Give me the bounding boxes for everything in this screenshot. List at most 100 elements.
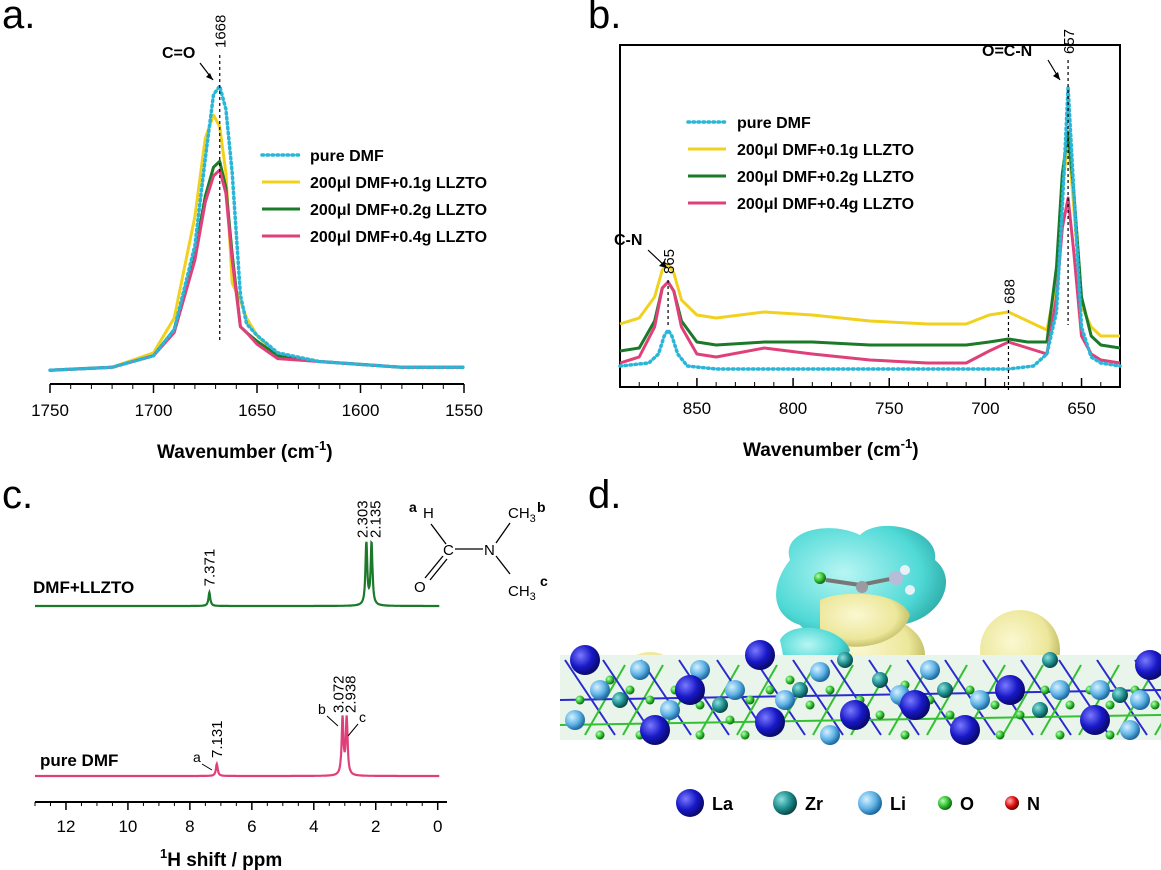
bond-h-c bbox=[430, 523, 447, 545]
legend-atom-n bbox=[1005, 796, 1019, 810]
atom-o bbox=[900, 730, 910, 740]
tag-arrow bbox=[326, 715, 339, 727]
atom-zr bbox=[937, 682, 953, 698]
atom-o bbox=[740, 730, 750, 740]
x-tick-label: 650 bbox=[1067, 399, 1095, 418]
x-tick-label: 10 bbox=[118, 817, 137, 836]
panel-a-xlabel: Wavenumber (cm-1) bbox=[157, 438, 333, 463]
annotation-c-n: C-N bbox=[614, 232, 642, 249]
atom-la bbox=[1080, 705, 1110, 735]
slab-bond bbox=[812, 664, 854, 736]
tag-arrow bbox=[347, 723, 359, 737]
atom-o bbox=[1040, 685, 1050, 695]
atom-li bbox=[565, 710, 585, 730]
legend-label: N bbox=[1027, 794, 1040, 814]
atom-o bbox=[965, 685, 975, 695]
peak-shift-label: 3.072 bbox=[331, 675, 348, 713]
peak-tag-c: c bbox=[359, 709, 366, 725]
molecule-atom bbox=[905, 585, 915, 595]
spectrum-name-pure-dmf: pure DMF bbox=[40, 751, 118, 770]
atom-o bbox=[645, 695, 655, 705]
x-tick-label: 6 bbox=[247, 817, 256, 836]
atom-li bbox=[920, 660, 940, 680]
atom-o bbox=[1055, 730, 1065, 740]
series-line bbox=[49, 159, 464, 372]
series-line bbox=[618, 85, 1122, 371]
annotation-arrowhead bbox=[659, 261, 667, 268]
slab-atoms bbox=[565, 640, 1161, 745]
atom-o bbox=[695, 730, 705, 740]
annotation-arrowhead bbox=[1053, 72, 1060, 80]
atom-o bbox=[875, 710, 885, 720]
atom-o bbox=[1105, 730, 1115, 740]
bond-c-o-2 bbox=[429, 558, 448, 581]
atom-la bbox=[1135, 650, 1161, 680]
atom-li bbox=[725, 680, 745, 700]
atom-la bbox=[755, 707, 785, 737]
x-tick-label: 750 bbox=[875, 399, 903, 418]
panel-c-xlabel: 1H shift / ppm bbox=[160, 846, 282, 870]
spectrum-name-dmf-llzto: DMF+LLZTO bbox=[33, 578, 134, 597]
atom-o bbox=[1150, 700, 1160, 710]
molecule-bond bbox=[825, 578, 861, 587]
atom-li bbox=[1050, 680, 1070, 700]
peak-label: 865 bbox=[661, 249, 678, 274]
panel-b-frame bbox=[619, 44, 1121, 388]
panel-b-legend: pure DMF 200μl DMF+0.1g LLZTO 200μl DMF+0.… bbox=[686, 115, 914, 213]
atom-li bbox=[630, 660, 650, 680]
legend-label: 200μl DMF+0.1g LLZTO bbox=[737, 142, 914, 159]
x-tick-label: 2 bbox=[371, 817, 380, 836]
legend-label: La bbox=[712, 794, 734, 814]
slab-bond bbox=[792, 659, 844, 736]
series-line bbox=[619, 130, 1121, 353]
legend-atom-zr bbox=[773, 791, 797, 815]
panel-b-xlabel: Wavenumber (cm-1) bbox=[743, 436, 919, 461]
atom-C: C bbox=[443, 542, 454, 559]
x-tick-label: 12 bbox=[57, 817, 76, 836]
molecule-atom bbox=[856, 581, 868, 593]
atom-li bbox=[590, 680, 610, 700]
methyl-b: CH3 bbox=[508, 505, 536, 525]
atom-zr bbox=[1032, 702, 1048, 718]
charge-cloud-yellow bbox=[820, 593, 910, 647]
x-tick-label: 1600 bbox=[342, 401, 380, 420]
legend-atom-li bbox=[858, 791, 882, 815]
atom-li bbox=[810, 662, 830, 682]
tag-arrow bbox=[201, 763, 213, 771]
atom-o bbox=[725, 715, 735, 725]
legend-label: 200μl DMF+0.2g LLZTO bbox=[310, 202, 487, 219]
atom-o bbox=[1065, 700, 1075, 710]
label-c: c bbox=[540, 573, 548, 589]
slab-bond bbox=[944, 659, 996, 736]
panel-a-annotation: C=O bbox=[162, 45, 195, 62]
atom-o bbox=[825, 685, 835, 695]
x-tick-label: 1750 bbox=[31, 401, 69, 420]
atom-zr bbox=[872, 672, 888, 688]
slab-bond bbox=[1040, 664, 1082, 736]
peak-label: 688 bbox=[1001, 279, 1018, 304]
slab-bond bbox=[1020, 659, 1072, 736]
panel-a-peak-label: 1668 bbox=[213, 15, 230, 48]
peak-tag-b: b bbox=[318, 701, 326, 717]
x-tick-label: 800 bbox=[779, 399, 807, 418]
atom-O: O bbox=[414, 579, 426, 596]
atom-la bbox=[840, 700, 870, 730]
dmf-structure: a H C O N CH3 b CH3 c bbox=[409, 499, 548, 603]
atom-la bbox=[900, 690, 930, 720]
series-line bbox=[619, 136, 1120, 338]
panel-b-curves bbox=[618, 85, 1122, 371]
atom-la bbox=[995, 675, 1025, 705]
panel-a-legend: pure DMF 200μl DMF+0.1g LLZTO 200μl DMF+0.… bbox=[260, 148, 487, 246]
panel-c-ticks: 12 10 8 6 4 2 0 bbox=[34, 802, 442, 836]
legend-label: pure DMF bbox=[737, 115, 811, 132]
series-line bbox=[48, 84, 466, 372]
peak-shift-label: 7.131 bbox=[209, 720, 226, 758]
panel-b-ticks: 850 800 750 700 650 bbox=[638, 378, 1102, 418]
molecule-atom bbox=[900, 565, 910, 575]
panel-d-label: d. bbox=[588, 473, 621, 517]
atom-o bbox=[1105, 700, 1115, 710]
llzto-dmf-adsorption-render bbox=[559, 525, 1161, 745]
x-tick-label: 4 bbox=[309, 817, 318, 836]
